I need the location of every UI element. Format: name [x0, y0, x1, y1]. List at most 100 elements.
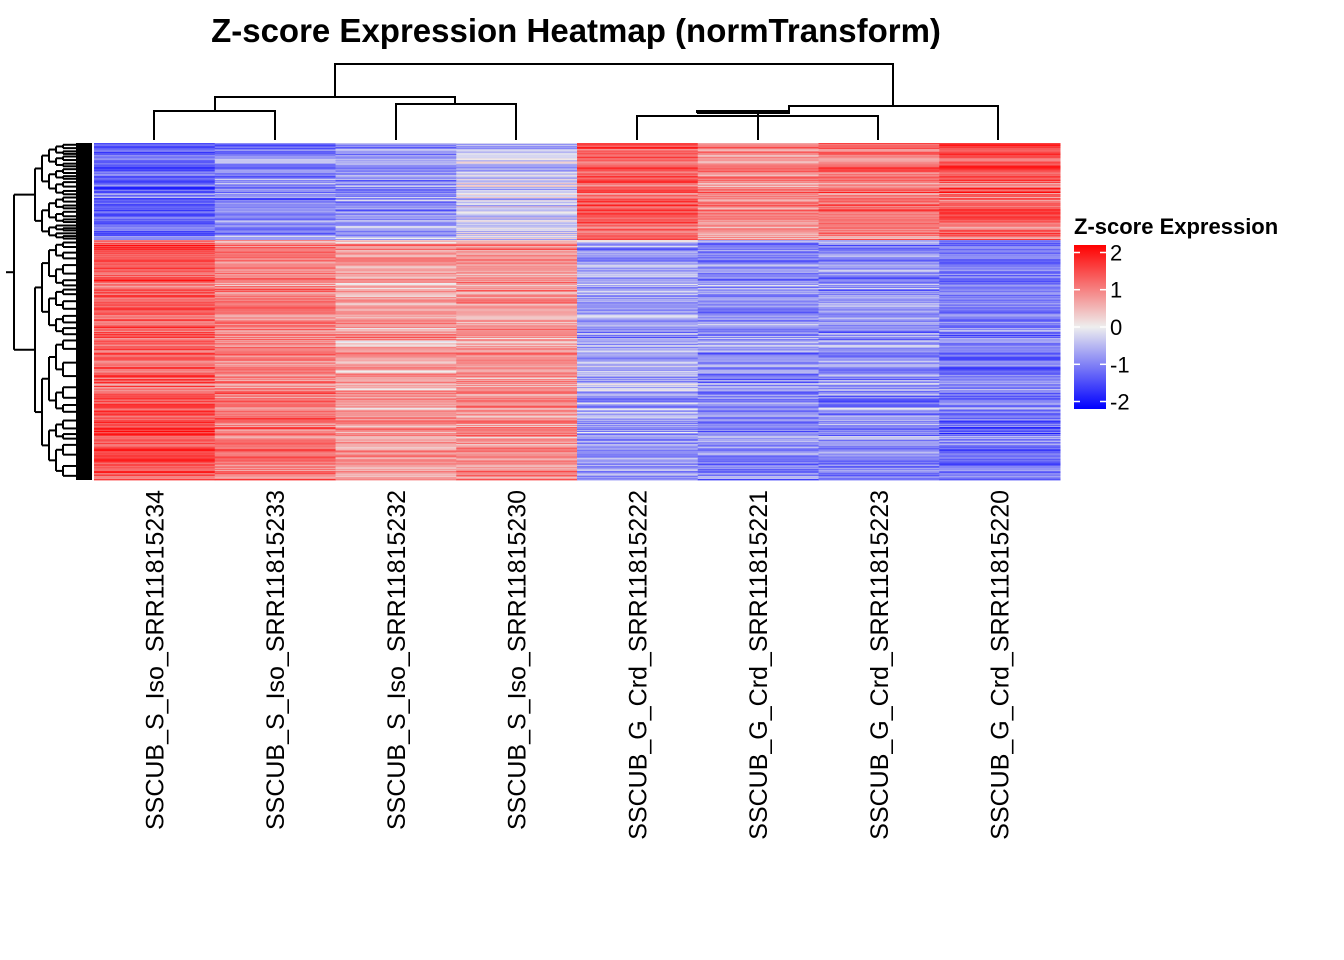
heatmap-cell — [214, 315, 336, 317]
heatmap-cell — [577, 344, 699, 346]
heatmap-cell — [939, 188, 1061, 191]
heatmap-cell — [577, 273, 699, 276]
heatmap-cell — [456, 293, 578, 295]
heatmap-cell — [818, 374, 940, 377]
heatmap-cell — [818, 391, 940, 393]
heatmap-cell — [335, 444, 457, 446]
heatmap-cell — [94, 452, 216, 454]
heatmap-cell — [697, 226, 819, 229]
heatmap-cell — [335, 429, 457, 432]
heatmap-cell — [214, 164, 336, 166]
heatmap-cell — [94, 150, 216, 152]
heatmap-cell — [335, 326, 457, 329]
heatmap-cell — [697, 445, 819, 447]
heatmap-cell — [818, 447, 940, 449]
heatmap-cell — [697, 146, 819, 148]
heatmap-cell — [214, 361, 336, 363]
heatmap-cell — [818, 320, 940, 323]
heatmap-cell — [818, 199, 940, 201]
heatmap-cell — [939, 372, 1061, 375]
heatmap-cell — [94, 307, 216, 309]
heatmap-cell — [456, 424, 578, 427]
heatmap-cell — [335, 416, 457, 419]
heatmap-cell — [697, 238, 819, 241]
heatmap-cell — [94, 331, 216, 334]
heatmap-cell — [456, 347, 578, 349]
heatmap-cell — [818, 419, 940, 422]
heatmap-cell — [335, 473, 457, 476]
heatmap-cell — [456, 148, 578, 150]
heatmap-cell — [94, 349, 216, 351]
heatmap-cell — [335, 324, 457, 327]
heatmap-cell — [214, 245, 336, 247]
heatmap-cell — [94, 170, 216, 172]
heatmap-cell — [697, 259, 819, 261]
heatmap-cell — [818, 329, 940, 332]
heatmap-cell — [94, 229, 216, 232]
heatmap-cell — [94, 210, 216, 212]
heatmap-cell — [818, 202, 940, 204]
heatmap-cell — [577, 472, 699, 475]
heatmap-cell — [94, 296, 216, 298]
heatmap-cell — [697, 344, 819, 346]
heatmap-cell — [456, 471, 578, 474]
heatmap-cell — [456, 441, 578, 443]
heatmap-cell — [697, 379, 819, 382]
heatmap-cell — [577, 386, 699, 388]
heatmap-cell — [697, 294, 819, 296]
heatmap-cell — [697, 173, 819, 176]
heatmap-cell — [94, 429, 216, 432]
heatmap-cell — [456, 386, 578, 388]
heatmap-cell — [939, 149, 1061, 151]
heatmap-cell — [697, 411, 819, 413]
heatmap-cell — [939, 376, 1061, 379]
heatmap-cell — [939, 450, 1061, 452]
heatmap-cell — [94, 446, 216, 448]
heatmap-cell — [818, 308, 940, 310]
heatmap-cell — [939, 261, 1061, 263]
heatmap-cell — [456, 329, 578, 332]
heatmap-cell — [818, 430, 940, 433]
heatmap-cell — [577, 354, 699, 356]
heatmap-cell — [697, 418, 819, 421]
heatmap-cell — [214, 384, 336, 386]
heatmap-cell — [939, 435, 1061, 437]
heatmap-cell — [214, 421, 336, 424]
heatmap-cell — [214, 402, 336, 404]
heatmap-cell — [456, 307, 578, 309]
heatmap-cell — [214, 177, 336, 180]
heatmap-cell — [94, 304, 216, 306]
heatmap-cell — [335, 147, 457, 149]
heatmap-cell — [697, 449, 819, 451]
heatmap-cell — [214, 220, 336, 223]
column-label: SSCUB_S_Iso_SRR11815230 — [504, 490, 532, 830]
heatmap-cell — [456, 277, 578, 280]
heatmap-cell — [94, 436, 216, 438]
heatmap-cell — [818, 471, 940, 474]
heatmap-cell — [335, 410, 457, 412]
heatmap-cell — [335, 449, 457, 451]
heatmap-cell — [456, 357, 578, 359]
heatmap-cell — [335, 272, 457, 275]
heatmap-cell — [697, 148, 819, 150]
heatmap-cell — [697, 282, 819, 285]
heatmap-cell — [335, 361, 457, 363]
heatmap-cell — [577, 284, 699, 287]
heatmap-cell — [939, 406, 1061, 408]
heatmap-cell — [335, 210, 457, 212]
heatmap-cell — [456, 158, 578, 160]
heatmap-cell — [818, 375, 940, 378]
heatmap-cell — [939, 271, 1061, 274]
heatmap-cell — [939, 191, 1061, 193]
heatmap-cell — [94, 203, 216, 205]
heatmap-cell — [697, 205, 819, 207]
heatmap-cell — [577, 306, 699, 308]
heatmap-cell — [697, 311, 819, 313]
heatmap-cell — [577, 463, 699, 466]
heatmap-cell — [456, 200, 578, 202]
heatmap-cell — [335, 412, 457, 415]
heatmap-cell — [939, 454, 1061, 456]
heatmap-cell — [335, 276, 457, 279]
heatmap-cell — [577, 374, 699, 377]
heatmap-cell — [94, 289, 216, 291]
